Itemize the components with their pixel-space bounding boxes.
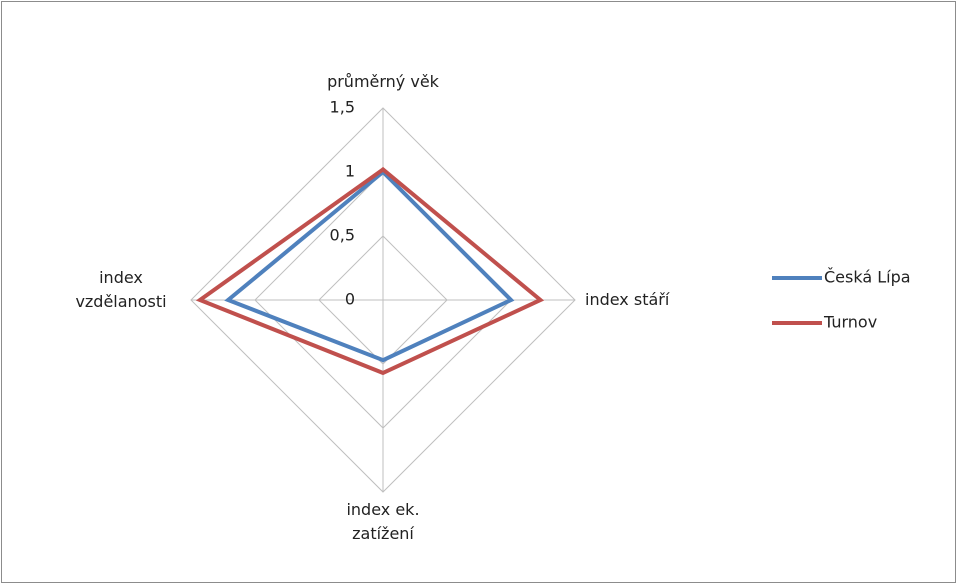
category-label: index ek. zatížení [346, 500, 420, 543]
tick-label: 0 [345, 290, 355, 309]
tick-label: 1,5 [330, 98, 355, 117]
tick-label: 0,5 [330, 226, 355, 245]
tick-label: 1 [345, 162, 355, 181]
series-line [224, 169, 515, 363]
category-label: index vzdělanosti [75, 268, 167, 311]
series-line [195, 166, 545, 376]
legend-label: Turnov [823, 313, 877, 332]
category-label: index stáří [585, 290, 670, 309]
category-label: průměrný věk [327, 72, 439, 91]
legend-label: Česká Lípa [824, 268, 911, 287]
